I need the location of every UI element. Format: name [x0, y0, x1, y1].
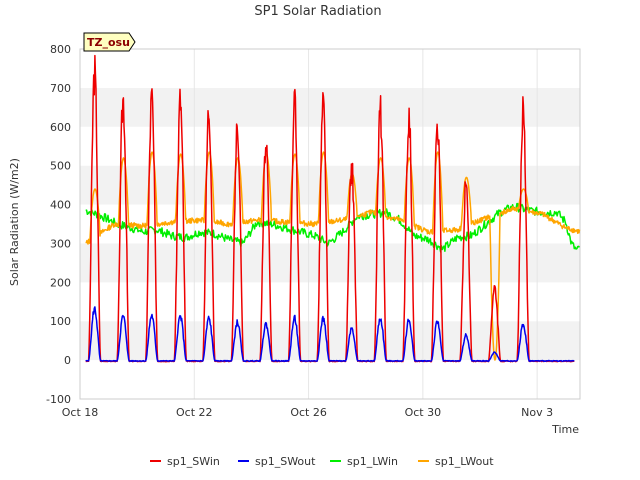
- series-line-sp1-swout: [85, 306, 575, 363]
- y-tick-label: 600: [50, 121, 71, 134]
- x-tick-label: Oct 18: [62, 406, 99, 419]
- grid-band: [80, 360, 580, 399]
- y-tick-label: 500: [50, 160, 71, 173]
- grid-band: [80, 243, 580, 283]
- y-tick-label: -100: [46, 393, 71, 406]
- legend: sp1_SWin sp1_SWout sp1_LWin sp1_LWout: [150, 455, 494, 468]
- grid-band: [80, 87, 580, 127]
- x-tick-label: Nov 3: [521, 406, 553, 419]
- y-axis: -100 0 100 200 300 400 500 600 700 800: [46, 43, 71, 406]
- x-tick-label: Oct 30: [405, 406, 442, 419]
- legend-label: sp1_LWin: [347, 455, 398, 468]
- timezone-badge-shape: [83, 32, 136, 52]
- x-tick-label: Oct 26: [290, 406, 327, 419]
- legend-label: sp1_SWin: [167, 455, 220, 468]
- plot-frame: [79, 48, 581, 400]
- y-tick-label: 400: [50, 199, 71, 212]
- y-tick-label: 800: [50, 43, 71, 56]
- timezone-badge: TZ_osu: [83, 32, 136, 52]
- series-line-sp1-lwin: [85, 202, 580, 253]
- grid-band: [80, 126, 580, 166]
- plot-lines: [85, 54, 581, 363]
- chart-title: SP1 Solar Radiation: [254, 4, 381, 19]
- grid-band: [80, 282, 580, 322]
- x-axis-title: Time: [551, 423, 579, 436]
- grid-band: [80, 49, 580, 88]
- x-axis: Oct 18 Oct 22 Oct 26 Oct 30 Nov 3: [62, 406, 553, 419]
- y-tick-label: 0: [64, 354, 71, 367]
- y-tick-label: 700: [50, 82, 71, 95]
- y-tick-label: 300: [50, 237, 71, 250]
- x-tick-label: Oct 22: [176, 406, 213, 419]
- grid-band: [80, 165, 580, 205]
- timezone-badge-label: TZ_osu: [87, 36, 130, 49]
- y-tick-label: 100: [50, 315, 71, 328]
- y-axis-title: Solar Radiation (W/m2): [8, 158, 21, 286]
- legend-label: sp1_SWout: [255, 455, 316, 468]
- legend-label: sp1_LWout: [435, 455, 494, 468]
- y-tick-label: 200: [50, 276, 71, 289]
